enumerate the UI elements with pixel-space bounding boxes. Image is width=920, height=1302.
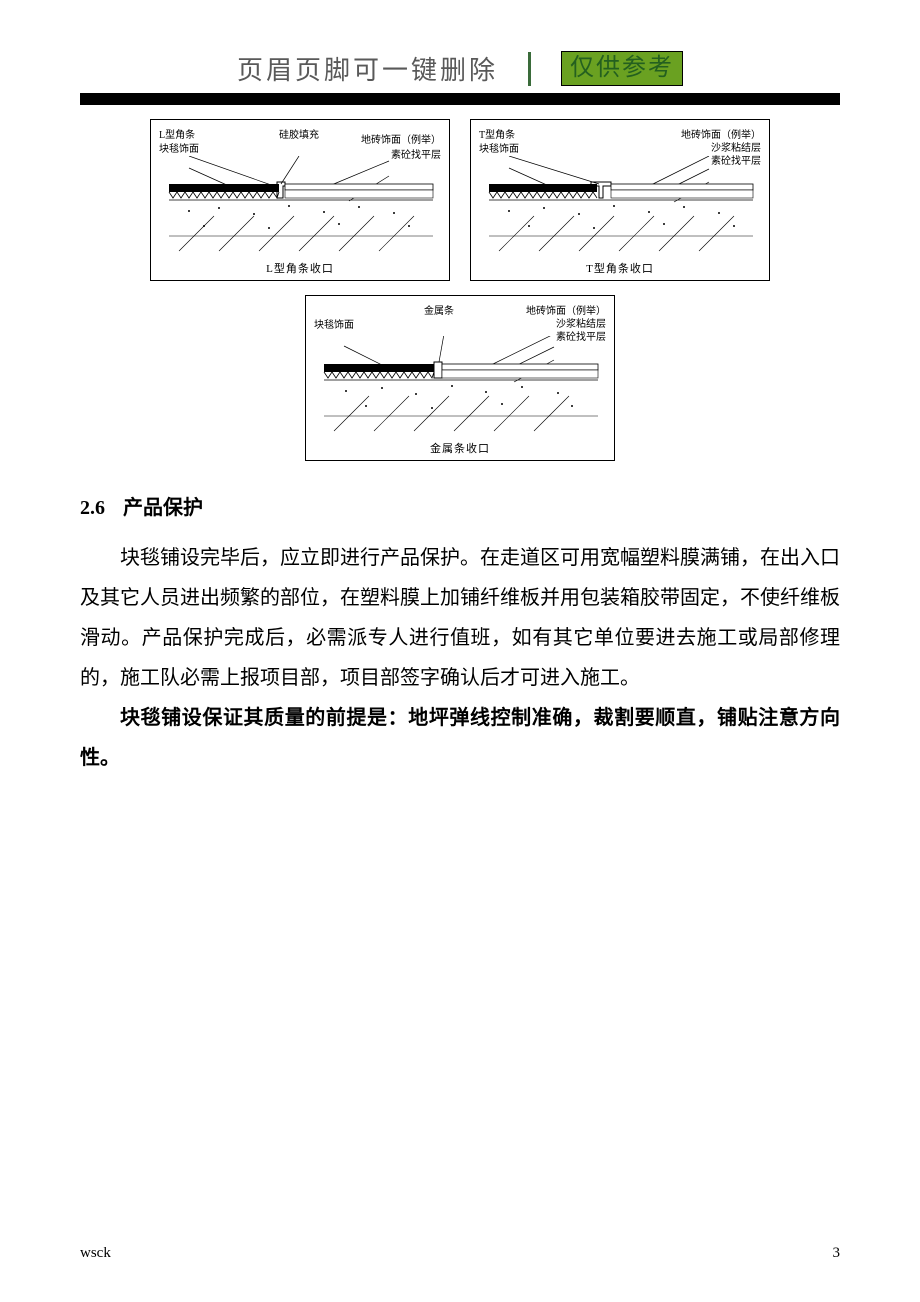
label-tile: 地砖饰面（例举） xyxy=(361,131,441,146)
diagram-t-caption: T型角条收口 xyxy=(479,260,761,276)
paragraph-2: 块毯铺设保证其质量的前提是：地坪弹线控制准确，裁割要顺直，铺贴注意方向性。 xyxy=(80,698,840,778)
label-concrete: 素砼找平层 xyxy=(391,146,441,161)
label-t-angle: T型角条 xyxy=(479,126,515,141)
diagram-row-top: L型角条 块毯饰面 硅胶填充 地砖饰面（例举） 素砼找平层 xyxy=(80,119,840,281)
header-title: 页眉页脚可一键删除 xyxy=(237,50,498,87)
diagram-metal: 金属条 块毯饰面 地砖饰面（例举） 沙浆粘结层 素砼找平层 xyxy=(305,295,615,461)
diagram-metal-labels: 金属条 块毯饰面 地砖饰面（例举） 沙浆粘结层 素砼找平层 xyxy=(314,302,606,336)
page: 页眉页脚可一键删除 仅供参考 L型角条 块毯饰面 硅胶填充 地砖饰面（例举） 素… xyxy=(0,0,920,1302)
label-l-angle: L型角条 xyxy=(159,126,195,141)
diagram-metal-caption: 金属条收口 xyxy=(314,440,606,456)
diagram-t-angle: T型角条 块毯饰面 地砖饰面（例举） 沙浆粘结层 素砼找平层 xyxy=(470,119,770,281)
diagram-l-angle: L型角条 块毯饰面 硅胶填充 地砖饰面（例举） 素砼找平层 xyxy=(150,119,450,281)
section-title: 产品保护 xyxy=(123,497,203,519)
diagram-l-caption: L型角条收口 xyxy=(159,260,441,276)
label-metal-strip: 金属条 xyxy=(424,302,454,317)
section-number: 2.6 xyxy=(80,497,105,519)
diagram-t-labels: T型角条 块毯饰面 地砖饰面（例举） 沙浆粘结层 素砼找平层 xyxy=(479,126,761,156)
reference-badge: 仅供参考 xyxy=(561,51,683,86)
header-divider xyxy=(528,52,531,86)
cross-section-metal-svg xyxy=(314,336,608,436)
page-header: 页眉页脚可一键删除 仅供参考 xyxy=(80,50,840,87)
body-text: 块毯铺设完毕后，应立即进行产品保护。在走道区可用宽幅塑料膜满铺，在出入口及其它人… xyxy=(80,538,840,778)
paragraph-1: 块毯铺设完毕后，应立即进行产品保护。在走道区可用宽幅塑料膜满铺，在出入口及其它人… xyxy=(80,538,840,698)
label-carpet: 块毯饰面 xyxy=(159,140,199,155)
footer-left: wsck xyxy=(80,1245,111,1262)
cross-section-t-svg xyxy=(479,156,763,256)
label-carpet: 块毯饰面 xyxy=(479,140,519,155)
page-footer: wsck 3 xyxy=(80,1245,840,1262)
cross-section-l-svg xyxy=(159,156,443,256)
label-silicone: 硅胶填充 xyxy=(279,126,319,141)
footer-page-number: 3 xyxy=(833,1245,841,1262)
label-concrete: 素砼找平层 xyxy=(556,328,606,343)
label-concrete: 素砼找平层 xyxy=(711,152,761,167)
diagram-row-bottom: 金属条 块毯饰面 地砖饰面（例举） 沙浆粘结层 素砼找平层 xyxy=(80,295,840,461)
section-heading: 2.6 产品保护 xyxy=(80,491,840,520)
diagram-l-labels: L型角条 块毯饰面 硅胶填充 地砖饰面（例举） 素砼找平层 xyxy=(159,126,441,156)
header-rule xyxy=(80,93,840,105)
label-carpet: 块毯饰面 xyxy=(314,316,354,331)
